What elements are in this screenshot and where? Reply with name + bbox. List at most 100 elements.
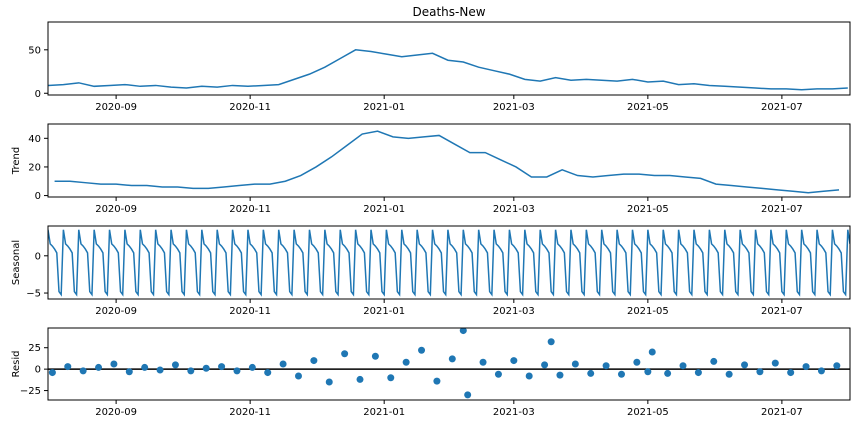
axes-frame: [47, 225, 851, 300]
resid-point: [459, 328, 467, 335]
y-axis-label: Resid: [11, 351, 22, 378]
y-tick-label: 0: [35, 251, 41, 262]
resid-point: [402, 358, 410, 366]
x-tick-label: 2021-03: [493, 204, 535, 215]
resid-point: [571, 360, 579, 368]
y-tick-label: 20: [28, 162, 41, 173]
resid-point: [587, 369, 595, 377]
resid-point: [341, 350, 349, 358]
x-tick-label: 2020-11: [229, 102, 271, 113]
y-tick-label: 0: [35, 365, 41, 376]
x-tick-label: 2021-01: [363, 102, 405, 113]
x-tick-label: 2021-05: [627, 204, 669, 215]
resid-point: [48, 369, 56, 377]
resid-point: [510, 357, 518, 365]
resid-point: [771, 359, 779, 367]
resid-point: [202, 364, 210, 372]
resid-point: [248, 363, 256, 371]
resid-point: [833, 362, 841, 370]
x-tick-label: 2021-01: [363, 204, 405, 215]
x-tick-label: 2020-09: [95, 407, 137, 418]
chart-title: Deaths-New: [412, 5, 485, 19]
x-tick-label: 2021-01: [363, 407, 405, 418]
resid-point: [802, 363, 810, 371]
x-tick-label: 2021-03: [493, 306, 535, 317]
resid-point: [494, 370, 502, 378]
x-tick-label: 2020-09: [95, 306, 137, 317]
resid-point: [648, 348, 656, 356]
panel-3: Seasonal −5 0 2020-09 2020-11 2021-01 2021-03 2…: [11, 225, 851, 317]
resid-point: [464, 391, 472, 399]
data-layer: [48, 328, 850, 399]
resid-point: [110, 360, 118, 368]
y-tick-label: −25: [20, 386, 41, 397]
panel-2: Trend 0 20 40 2020-09 2020-11 2021-01 2021-03 20…: [11, 123, 851, 215]
resid-point: [264, 369, 272, 377]
x-tick-label: 2021-07: [761, 204, 803, 215]
panel-4: Resid −25 0 25 2020-09 2020-11 2021-01 2021-03 2…: [11, 327, 851, 418]
resid-point: [602, 362, 610, 370]
series-line: [54, 130, 840, 194]
resid-point: [817, 367, 825, 375]
data-layer: [48, 229, 850, 297]
resid-point: [433, 377, 441, 385]
resid-point: [125, 368, 133, 376]
x-tick-label: 2021-05: [627, 102, 669, 113]
x-tick-label: 2021-01: [363, 306, 405, 317]
axes-frame: [47, 327, 851, 401]
resid-point: [156, 366, 164, 374]
resid-point: [356, 375, 364, 383]
resid-point: [479, 358, 487, 366]
y-axis-label: Seasonal: [11, 240, 22, 285]
y-tick-label: −5: [26, 289, 41, 300]
x-tick-label: 2020-11: [229, 407, 271, 418]
resid-point: [547, 338, 555, 346]
resid-point: [310, 357, 318, 365]
x-tick-label: 2021-07: [761, 407, 803, 418]
resid-point: [448, 355, 456, 363]
resid-point: [294, 372, 302, 380]
resid-point: [218, 363, 226, 371]
resid-point: [64, 363, 72, 371]
resid-point: [617, 370, 625, 378]
resid-point: [741, 361, 749, 369]
y-tick-label: 50: [28, 45, 41, 56]
data-layer: [48, 49, 848, 91]
x-tick-label: 2021-07: [761, 102, 803, 113]
axes-frame: [47, 21, 851, 96]
resid-point: [644, 368, 652, 376]
resid-point: [710, 357, 718, 365]
axes-frame: [47, 123, 851, 198]
resid-point: [279, 360, 287, 368]
x-tick-label: 2021-07: [761, 306, 803, 317]
resid-point: [371, 352, 379, 360]
resid-point: [679, 362, 687, 370]
resid-point: [141, 363, 149, 371]
resid-point: [171, 361, 179, 369]
x-tick-label: 2021-03: [493, 407, 535, 418]
y-axis-label: Trend: [11, 147, 22, 175]
panel-1: Deaths-New 0 50 2020-09 2020-11 2021-01 2021-0…: [28, 5, 851, 113]
x-tick-label: 2021-03: [493, 102, 535, 113]
y-tick-label: 0: [35, 191, 41, 202]
resid-point: [633, 358, 641, 366]
y-tick-label: 0: [35, 89, 41, 100]
resid-point: [418, 346, 426, 354]
resid-point: [725, 370, 733, 378]
y-tick-label: 25: [28, 343, 41, 354]
data-layer: [54, 130, 840, 194]
resid-point: [95, 363, 103, 371]
series-line: [48, 229, 850, 297]
x-tick-label: 2020-11: [229, 306, 271, 317]
series-line: [48, 49, 848, 91]
resid-point: [756, 368, 764, 376]
resid-point: [694, 369, 702, 377]
x-tick-label: 2020-09: [95, 204, 137, 215]
resid-point: [525, 372, 533, 380]
resid-point: [79, 367, 87, 375]
y-tick-label: 40: [28, 134, 41, 145]
resid-point: [387, 374, 395, 382]
resid-point: [325, 378, 333, 386]
resid-point: [556, 371, 564, 379]
